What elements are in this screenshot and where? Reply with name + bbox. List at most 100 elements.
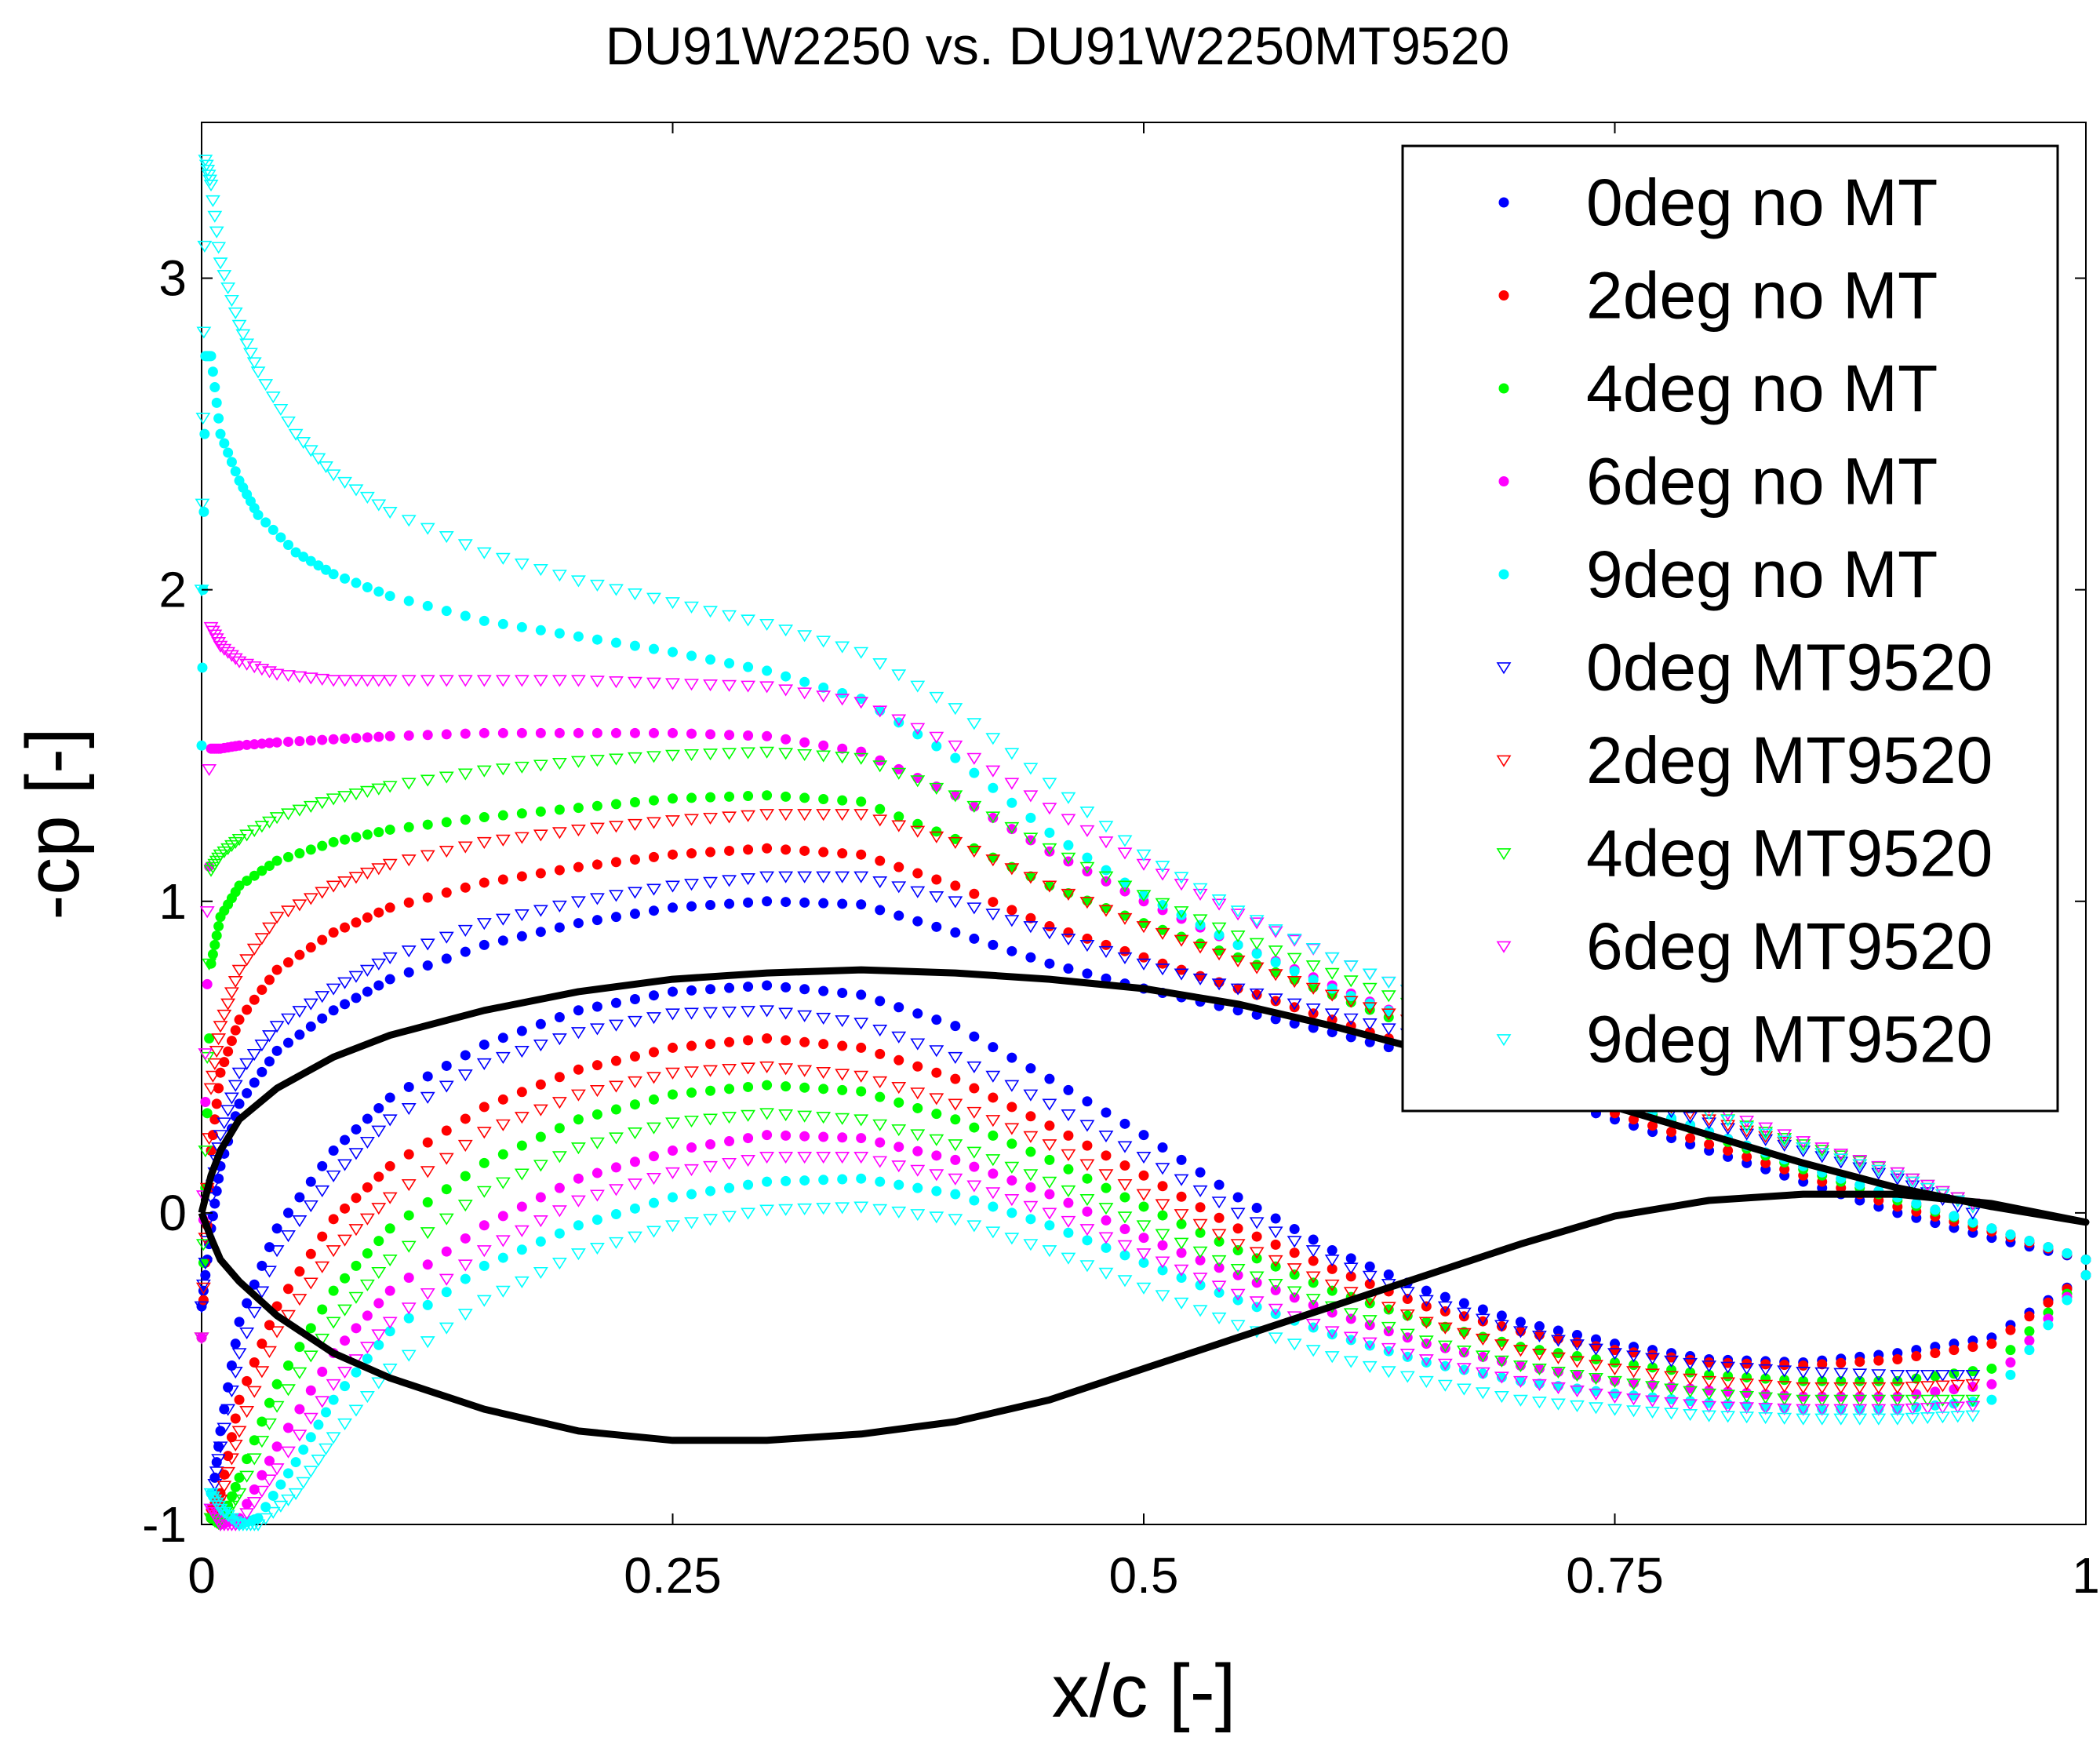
data-point-lower [1892, 1354, 1903, 1365]
data-point-lower [476, 1245, 492, 1258]
data-point-lower [1061, 1215, 1076, 1228]
data-point-lower [741, 1154, 756, 1167]
data-point-lower [1626, 1350, 1641, 1363]
data-point-lower [950, 1073, 961, 1084]
data-point-lower [1305, 1345, 1321, 1357]
data-point-lower [1965, 1410, 1981, 1422]
data-point-lower [516, 1244, 527, 1255]
data-point-upper [249, 739, 260, 750]
data-point-lower [1477, 1316, 1488, 1327]
data-point-upper [219, 438, 230, 449]
data-point-lower [420, 1091, 435, 1104]
data-point-lower [570, 1089, 586, 1102]
legend-entry-4deg-mt9520: 4deg MT9520 [1496, 817, 1993, 891]
data-point-upper [220, 1105, 236, 1117]
data-point-lower [589, 1023, 605, 1036]
data-point-upper [384, 591, 395, 602]
data-point-upper [762, 896, 773, 907]
data-point-upper [1044, 827, 1055, 838]
data-point-upper [220, 998, 236, 1011]
data-point-upper [1758, 1127, 1774, 1139]
data-point-upper [239, 954, 255, 967]
data-point-upper [929, 831, 944, 843]
data-point-upper [1004, 915, 1020, 927]
data-point-lower [1739, 1379, 1755, 1391]
data-point-lower [269, 1400, 285, 1413]
data-point-upper [441, 887, 452, 898]
data-point-upper [665, 880, 680, 893]
data-point-lower [686, 1087, 697, 1098]
legend-marker [1496, 755, 1512, 767]
data-point-lower [1607, 1404, 1622, 1416]
data-point-lower [781, 1175, 792, 1186]
data-point-upper [220, 282, 236, 295]
data-point-lower [835, 1015, 850, 1028]
data-point-lower [1230, 1239, 1246, 1251]
data-point-lower [403, 1210, 414, 1221]
data-point-lower [340, 1273, 351, 1284]
data-point-upper [292, 1006, 308, 1018]
data-point-upper [197, 240, 213, 253]
data-point-lower [290, 1457, 301, 1468]
legend-entry-0deg-mt9520: 0deg MT9520 [1496, 631, 1993, 705]
data-point-lower [317, 1366, 328, 1377]
data-point-upper [1381, 990, 1396, 1003]
data-point-lower [351, 1124, 362, 1135]
data-point-upper [231, 833, 247, 847]
data-point-upper [281, 905, 296, 918]
data-point-upper [535, 927, 546, 938]
data-point-lower [891, 1031, 907, 1044]
data-point-upper [516, 727, 527, 738]
data-point-upper [1739, 1120, 1755, 1133]
data-point-upper [403, 596, 414, 606]
data-point-upper [260, 517, 271, 528]
data-point-lower [988, 1130, 999, 1141]
data-point-lower [401, 1302, 417, 1315]
data-point-upper [362, 732, 373, 743]
data-point-upper [207, 1058, 223, 1070]
data-point-lower [1287, 1236, 1302, 1248]
data-point-upper [835, 871, 850, 883]
data-point-upper [198, 1145, 213, 1158]
data-point-lower [1645, 1368, 1660, 1381]
data-point-upper [1343, 975, 1359, 988]
data-point-upper [1647, 1120, 1658, 1131]
data-point-upper [257, 738, 268, 749]
data-point-upper [1833, 1156, 1849, 1169]
data-point-upper [1192, 942, 1208, 954]
data-point-upper [495, 913, 511, 926]
data-point-lower [1704, 1369, 1715, 1380]
data-point-upper [224, 650, 239, 662]
data-point-lower [1590, 1341, 1601, 1352]
data-point-upper [1214, 945, 1225, 956]
data-point-lower [315, 1261, 330, 1273]
data-point-lower [1232, 1223, 1243, 1234]
data-point-upper [988, 852, 999, 863]
data-point-lower [457, 1309, 473, 1321]
data-point-lower [1305, 1245, 1321, 1258]
data-point-lower [1590, 1354, 1601, 1365]
data-point-lower [1211, 1229, 1227, 1241]
data-point-lower [1381, 1366, 1396, 1379]
data-point-upper [610, 912, 621, 923]
data-point-lower [948, 1098, 963, 1111]
data-point-lower [759, 1204, 775, 1217]
data-point-lower [969, 1083, 980, 1094]
data-point-upper [227, 1080, 243, 1092]
data-point-lower [856, 1173, 867, 1184]
data-point-lower [628, 1015, 642, 1028]
data-point-upper [931, 921, 942, 932]
data-point-upper [665, 678, 680, 690]
data-point-upper [303, 445, 318, 457]
data-point-lower [495, 1177, 511, 1189]
data-point-lower [224, 1385, 239, 1397]
data-point-lower [1155, 1229, 1170, 1241]
data-point-upper [403, 730, 414, 741]
data-point-upper [591, 634, 602, 645]
data-point-lower [495, 1235, 511, 1247]
data-point-upper [856, 746, 867, 757]
data-point-lower [985, 1154, 1001, 1167]
data-point-lower [1138, 1170, 1149, 1181]
data-point-lower [931, 1067, 942, 1078]
data-point-upper [1268, 993, 1283, 1006]
